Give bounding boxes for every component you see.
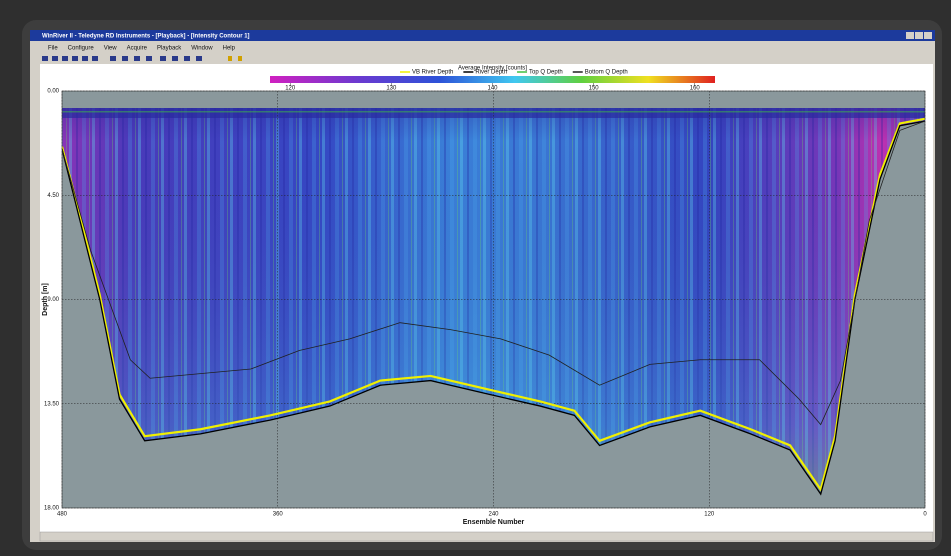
x-tick-label: 360 [273,512,284,518]
legend-label: Top Q Depth [529,70,563,76]
x-tick-label: 240 [488,512,499,518]
tool-button[interactable] [110,56,116,61]
x-tick-label: 480 [57,512,68,518]
window-buttons [906,32,932,39]
tool-button[interactable] [42,56,48,61]
toolbar [40,54,250,63]
series-line [62,120,925,496]
maximize-button[interactable] [915,32,923,39]
tool-button[interactable] [122,56,128,61]
legend-label: Bottom Q Depth [585,70,628,76]
colorbar-tick-label: 150 [589,86,600,92]
menu-item[interactable]: File [48,46,58,52]
y-tick-label: 9.00 [47,297,59,303]
status-bar [39,531,934,542]
tool-button[interactable] [172,56,178,61]
tool-button[interactable] [134,56,140,61]
tool-button[interactable] [52,56,58,61]
y-axis-label: Depth [m] [42,283,49,316]
y-tick-label: 0.00 [47,89,59,95]
toolbar-strip [40,54,250,63]
close-button[interactable] [924,32,932,39]
window-title: WinRiver II - Teledyne RD Instruments - … [42,34,250,40]
y-tick-label: 13.50 [44,401,60,407]
tool-button[interactable] [228,56,232,61]
tool-button[interactable] [146,56,152,61]
tool-button[interactable] [184,56,190,61]
chart: Average Intensity [counts] 120 130 140 150 16… [42,66,927,526]
menu-item[interactable]: Help [223,46,236,52]
x-axis-label: Ensemble Number [463,519,525,526]
title-bar [30,30,935,41]
tool-button[interactable] [62,56,68,61]
tool-button[interactable] [196,56,202,61]
colorbar-tick-label: 130 [386,86,397,92]
colorbar-tick-label: 160 [690,86,701,92]
menu-item[interactable]: Acquire [127,46,148,52]
series-line [62,120,925,426]
colorbar-title: Average Intensity [counts] [458,66,527,72]
colorbar-tick-label: 140 [487,86,498,92]
plot-border [61,90,926,509]
legend-label: VB River Depth [412,70,453,76]
x-tick-label: 0 [923,512,927,518]
menu-item[interactable]: Window [191,46,213,52]
menu-item[interactable]: Playback [157,46,182,52]
tool-button[interactable] [160,56,166,61]
tool-button[interactable] [238,56,242,61]
minimize-button[interactable] [906,32,914,39]
legend-label: River Depth [475,70,507,76]
tool-button[interactable] [82,56,88,61]
tool-button[interactable] [72,56,78,61]
colorbar [270,76,715,83]
tool-button[interactable] [92,56,98,61]
menu-item[interactable]: Configure [68,46,95,52]
menu-item[interactable]: View [104,46,118,52]
x-tick-label: 120 [704,512,715,518]
menu-bar: File Configure View Acquire Playback Window He… [48,46,236,52]
y-tick-label: 4.50 [47,193,59,199]
colorbar-tick-label: 120 [285,86,296,92]
y-tick-label: 18.00 [44,506,60,512]
